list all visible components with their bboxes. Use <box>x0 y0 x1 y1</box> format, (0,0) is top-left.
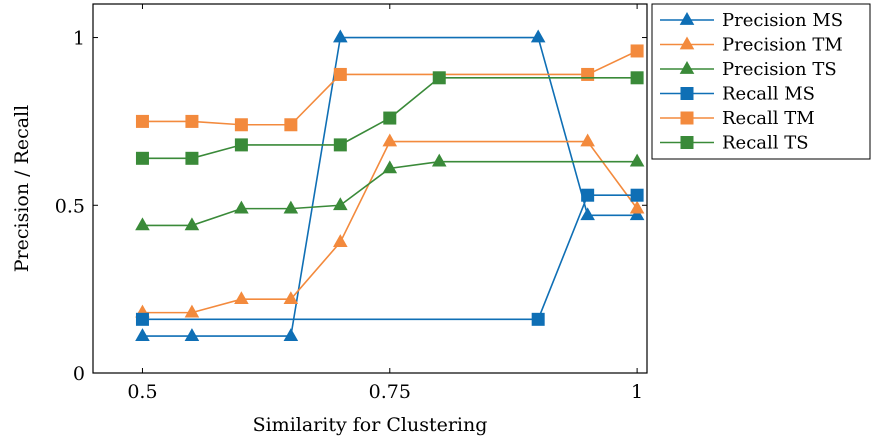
data-point <box>630 188 644 202</box>
legend-item: Recall MS <box>660 84 815 105</box>
data-point <box>333 29 348 43</box>
axis-ticks: 0.5 0.75 1 0 0.5 1 <box>55 4 647 403</box>
data-point <box>630 44 644 58</box>
data-point <box>135 151 149 165</box>
data-point <box>284 118 298 132</box>
legend-swatch-marker <box>680 87 694 100</box>
x-axis-title: Similarity for Clustering <box>253 414 488 436</box>
series-precision-ts <box>135 153 645 231</box>
data-point <box>283 291 299 305</box>
plot-frame <box>92 3 648 374</box>
data-point <box>135 312 149 326</box>
data-point <box>383 111 397 125</box>
data-point <box>333 234 348 248</box>
data-point <box>580 133 595 147</box>
legend-item: Precision TS <box>660 59 837 80</box>
data-point <box>234 200 249 214</box>
data-point <box>333 67 347 81</box>
series-precision-ms <box>135 29 645 341</box>
data-point <box>234 118 248 132</box>
series-line <box>142 160 638 227</box>
data-point <box>629 200 645 214</box>
data-point <box>530 29 546 43</box>
data-point <box>333 138 347 152</box>
legend-items: Precision MS Precision TM Precision TS Reca… <box>660 10 843 154</box>
y-tick-label: 0.5 <box>55 195 85 217</box>
data-point <box>581 188 595 202</box>
series-recall-ts <box>135 71 644 165</box>
data-point <box>382 133 398 147</box>
data-point <box>629 207 645 221</box>
plot-area: 0.5 0.75 1 0 0.5 1 <box>55 3 648 403</box>
data-point <box>283 328 299 341</box>
x-tick-label: 0.75 <box>369 381 411 403</box>
data-point <box>135 328 150 341</box>
y-tick-label: 0 <box>73 363 85 385</box>
series-layer <box>135 29 645 341</box>
legend-item: Recall TM <box>660 108 815 129</box>
data-point <box>234 138 248 152</box>
data-point <box>531 312 545 326</box>
legend-swatch-marker <box>679 36 695 50</box>
x-tick-label: 1 <box>631 381 643 403</box>
data-point <box>135 114 149 128</box>
data-point <box>185 114 199 128</box>
data-point <box>185 151 199 165</box>
legend-swatch-marker <box>679 60 695 74</box>
legend: Precision MS Precision TM Precision TS Reca… <box>651 3 871 160</box>
series-line <box>142 194 638 321</box>
data-point <box>432 71 446 85</box>
legend-swatch-marker <box>679 11 695 25</box>
data-point <box>580 207 595 221</box>
data-point <box>581 67 595 81</box>
x-tick-label: 0.5 <box>127 381 157 403</box>
data-point <box>382 160 398 174</box>
legend-label: Recall TM <box>722 108 815 129</box>
data-point <box>333 197 348 211</box>
data-point <box>135 217 150 231</box>
series-recall-ms <box>135 188 644 326</box>
legend-item: Recall TS <box>660 133 809 154</box>
series-line <box>142 140 638 314</box>
series-recall-tm <box>135 44 644 132</box>
data-point <box>283 200 299 214</box>
data-point <box>629 153 645 167</box>
y-tick-label: 1 <box>73 28 85 50</box>
series-line <box>142 36 638 337</box>
legend-label: Precision MS <box>722 10 843 31</box>
legend-label: Precision TS <box>722 59 837 80</box>
legend-box <box>651 3 871 160</box>
legend-label: Recall TS <box>722 133 809 154</box>
legend-label: Precision TM <box>722 35 843 56</box>
data-point <box>184 328 200 341</box>
data-point <box>630 71 644 85</box>
data-point <box>431 153 447 167</box>
legend-swatch-marker <box>680 136 694 149</box>
data-point <box>234 291 249 305</box>
legend-item: Precision TM <box>660 35 843 56</box>
data-point <box>184 304 200 318</box>
legend-item: Precision MS <box>660 10 843 31</box>
legend-label: Recall MS <box>722 84 815 105</box>
data-point <box>184 217 200 231</box>
y-axis-title: Precision / Recall <box>11 105 33 272</box>
legend-swatch-marker <box>680 111 694 125</box>
